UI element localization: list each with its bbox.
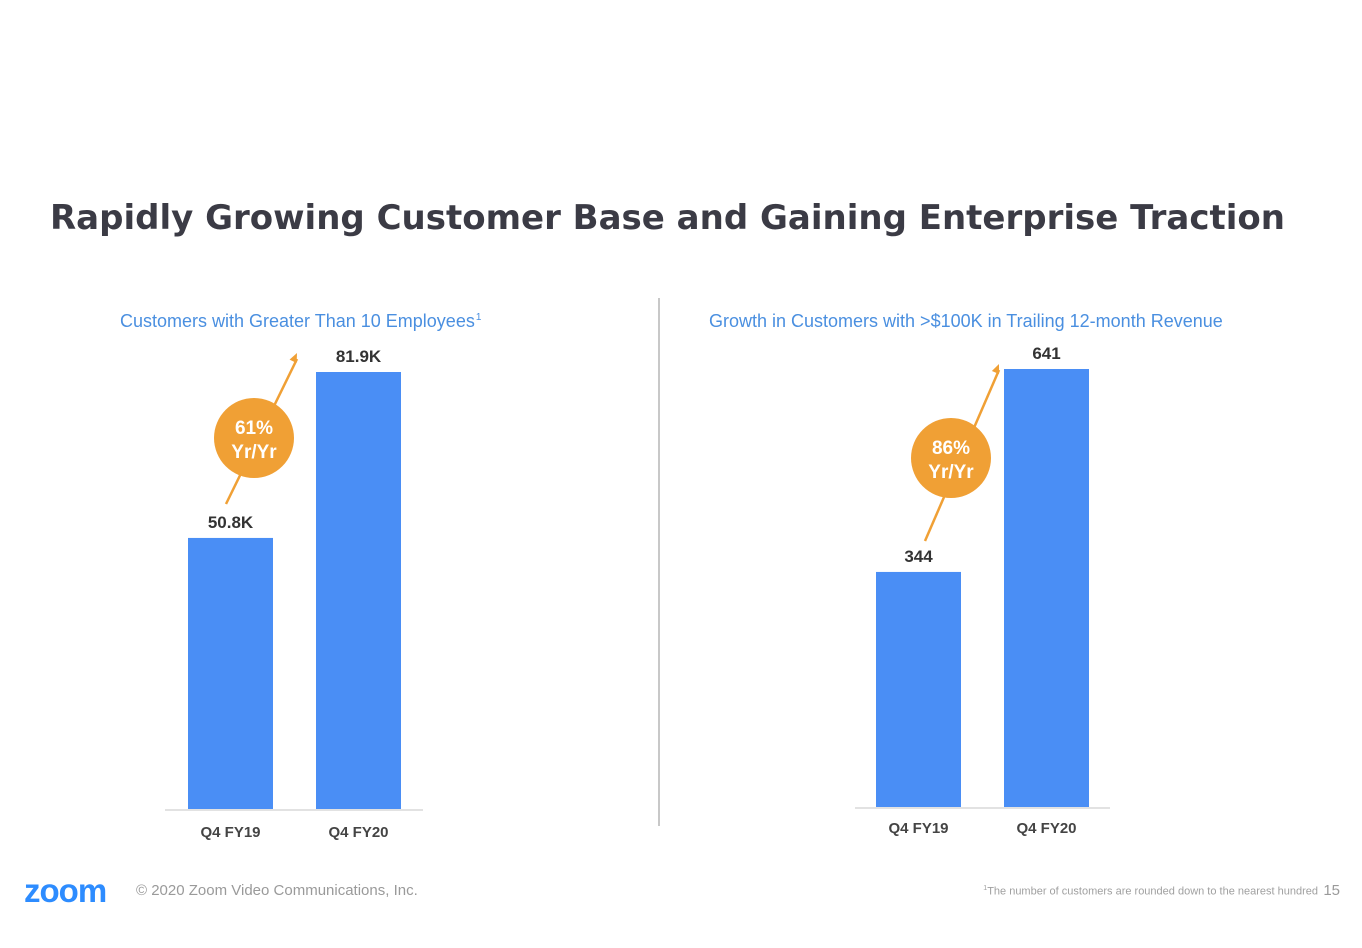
growth-arrow-head xyxy=(992,364,999,374)
chart-2: 344 Q4 FY19 641 Q4 FY20 86% Yr/Yr xyxy=(0,0,1362,948)
data-label: 641 xyxy=(1032,344,1060,363)
copyright-text: © 2020 Zoom Video Communications, Inc. xyxy=(136,882,418,899)
footnote: 1The number of customers are rounded dow… xyxy=(983,885,1318,898)
data-label: 344 xyxy=(904,547,933,566)
footnote-text: The number of customers are rounded down… xyxy=(987,886,1318,898)
growth-percent: 86% xyxy=(932,438,970,459)
bar-q4-fy19 xyxy=(876,572,961,807)
x-tick-label: Q4 FY19 xyxy=(888,820,948,837)
bar-q4-fy20 xyxy=(1004,369,1089,807)
zoom-logo: zoom xyxy=(24,872,106,910)
page-number: 15 xyxy=(1323,882,1340,899)
x-tick-label: Q4 FY20 xyxy=(1016,820,1076,837)
growth-period: Yr/Yr xyxy=(928,462,974,483)
